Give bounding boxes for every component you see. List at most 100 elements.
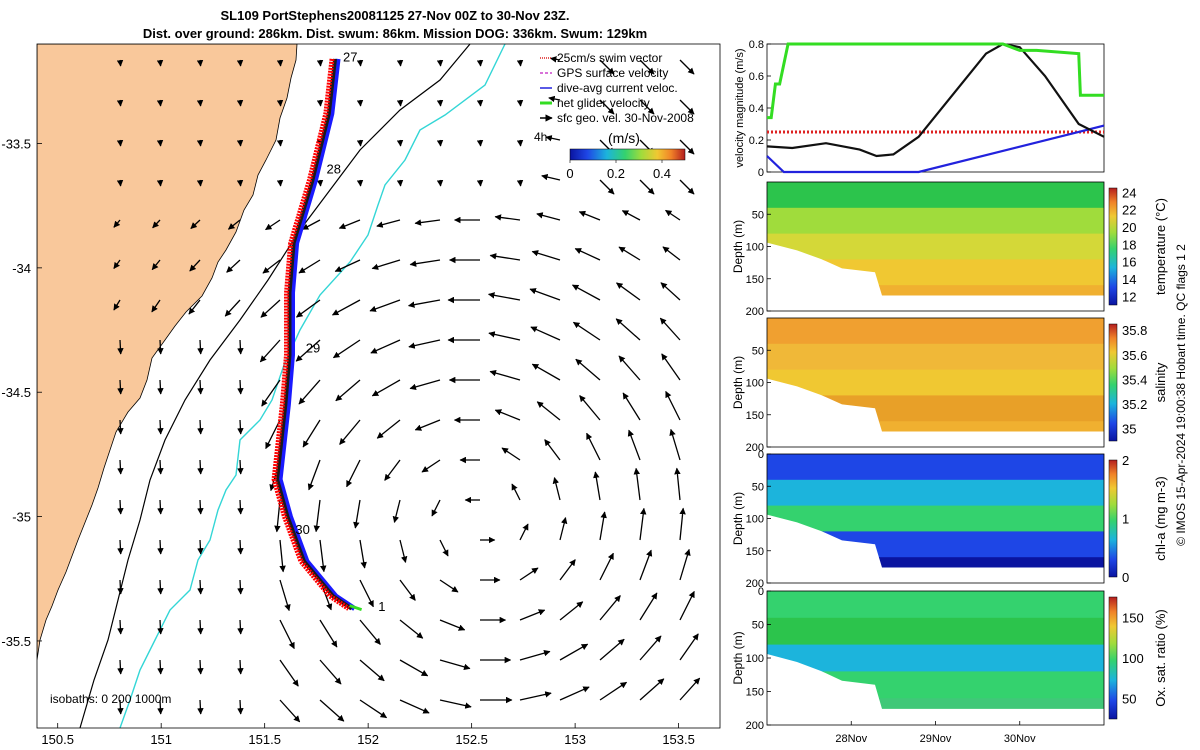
velocity-arrow: [489, 253, 521, 261]
velocity-arrow: [679, 99, 695, 115]
velocity-arrow: [531, 363, 561, 381]
section-band: [767, 233, 1104, 261]
velocity-arrow: [408, 339, 441, 349]
velocity-arrow: [627, 429, 641, 461]
section-colorbar-tick-label: 50: [1122, 692, 1136, 707]
section-ytick-label: 100: [746, 378, 764, 390]
velocity-arrow: [536, 401, 561, 421]
velocity-ytick-label: 0.8: [749, 39, 764, 51]
velocity-arrow: [356, 99, 364, 107]
velocity-arrow: [197, 619, 204, 635]
section-colorbar-tick-label: 12: [1122, 289, 1136, 304]
section-colorbar-tick-label: 22: [1122, 203, 1136, 218]
velocity-arrow: [519, 691, 552, 701]
map-ytick-label: -35.5: [1, 634, 31, 649]
velocity-arrow: [586, 432, 601, 461]
velocity-arrow: [572, 321, 601, 341]
section-colorbar-tick-label: 35.6: [1122, 348, 1147, 363]
velocity-arrow: [313, 499, 321, 533]
section-band: [767, 207, 1104, 235]
velocity-arrow: [679, 507, 686, 541]
section-ytick-label: 0: [758, 449, 764, 461]
velocity-arrow: [674, 467, 681, 501]
velocity-arrow: [156, 99, 164, 107]
velocity-arrow: [113, 299, 121, 311]
velocity-arrow: [545, 135, 561, 142]
day-label: 27: [343, 49, 357, 64]
velocity-arrow: [516, 99, 524, 107]
velocity-arrow: [639, 179, 655, 195]
velocity-arrow: [319, 539, 327, 573]
velocity-arrow: [117, 699, 124, 715]
velocity-arrow: [116, 139, 124, 147]
velocity-y-axis: 0 0.2 0.4 0.6 0.8: [749, 39, 771, 179]
legend-label: sfc geo. vel. 30-Nov-2008: [557, 111, 694, 125]
section-colorbar-tick-label: 1: [1122, 512, 1129, 527]
velocity-arrow: [541, 173, 561, 181]
velocity-arrow: [307, 459, 321, 491]
velocity-arrow: [279, 659, 299, 687]
velocity-arrow: [237, 699, 244, 715]
velocity-arrow: [679, 633, 699, 661]
velocity-arrow: [265, 419, 281, 450]
velocity-arrow: [117, 619, 124, 635]
velocity-arrow: [409, 259, 441, 267]
map-x-axis: 150.5 151 151.5 152 152.5 153 153.5: [41, 723, 695, 747]
velocity-arrow: [476, 139, 484, 147]
velocity-arrow: [536, 212, 561, 221]
section-ytick-label: 100: [746, 242, 764, 254]
velocity-arrow: [399, 699, 430, 714]
velocity-arrow: [384, 459, 401, 481]
map-xtick-label: 152.5: [455, 732, 488, 747]
velocity-arrow: [618, 355, 641, 381]
velocity-arrow: [196, 59, 204, 67]
velocity-arrow: [295, 339, 321, 362]
section-ylabel: Depth (m): [731, 356, 745, 409]
section-ytick-label: 150: [746, 274, 764, 286]
velocity-arrow: [276, 99, 284, 107]
velocity-arrow: [552, 477, 561, 501]
colorbar-units: (m/s): [608, 130, 640, 146]
section-ytick-label: 50: [752, 481, 764, 493]
velocity-arrow: [436, 99, 444, 107]
velocity-arrow: [421, 459, 441, 473]
velocity-arrow: [117, 459, 124, 475]
velocity-arrow: [662, 246, 681, 261]
velocity-arrow: [501, 447, 521, 461]
velocity-arrow: [117, 419, 124, 435]
velocity-arrow: [489, 369, 521, 381]
velocity-ytick-label: 0.2: [749, 135, 764, 147]
section-ylabel: Depth (m): [731, 631, 745, 684]
velocity-arrow: [639, 99, 655, 115]
section-ylabel: Depth (m): [731, 220, 745, 273]
colorbar-tick-label: 0.4: [653, 166, 671, 181]
velocity-arrow: [334, 259, 361, 272]
velocity-arrow: [639, 549, 653, 581]
velocity-arrow: [488, 331, 521, 341]
section-band: [767, 617, 1104, 646]
velocity-series-line: [767, 42, 1104, 120]
section-colorbar-label: chl-a (mg m-3): [1153, 476, 1168, 561]
section-xtick-label: 28Nov: [835, 733, 867, 745]
velocity-arrow: [371, 379, 401, 397]
velocity-arrow: [575, 358, 601, 381]
velocity-arrow: [197, 699, 204, 715]
section-panel: 0 50 100 150 200 Depth (m) 50 100 150 Ox. sat. ra…: [731, 586, 1168, 745]
section-band: [767, 421, 1104, 432]
velocity-arrow: [396, 179, 404, 187]
velocity-arrow: [197, 499, 204, 515]
map-colorbar: (m/s) 0 0.2 0.4: [566, 130, 686, 181]
section-xtick-label: 30Nov: [1004, 733, 1036, 745]
velocity-arrow: [157, 619, 164, 635]
velocity-arrow: [359, 659, 385, 682]
section-ytick-label: 200: [746, 306, 764, 318]
velocity-arrow: [639, 678, 665, 701]
velocity-arrow: [414, 419, 441, 431]
velocity-arrow: [237, 499, 244, 515]
track-current-segment: [277, 58, 356, 611]
velocity-arrow: [151, 299, 161, 313]
velocity-arrow: [548, 95, 561, 103]
velocity-arrow: [265, 219, 281, 231]
velocity-arrow: [227, 219, 241, 230]
